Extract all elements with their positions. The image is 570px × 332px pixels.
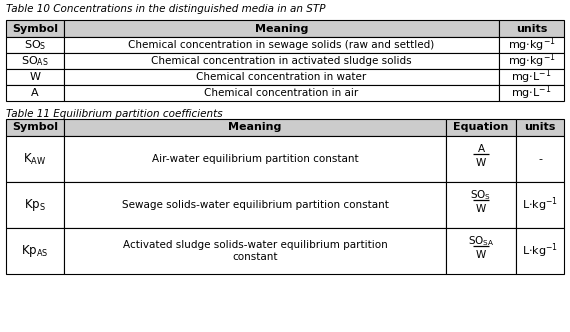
Bar	[6, 136, 64, 182]
Bar	[64, 228, 446, 274]
Bar	[446, 119, 516, 136]
Text: $\mathrm{L{\cdot}kg^{-1}}$: $\mathrm{L{\cdot}kg^{-1}}$	[522, 196, 558, 214]
Bar	[6, 119, 64, 136]
Bar	[516, 136, 564, 182]
Bar	[499, 53, 564, 69]
Bar	[6, 37, 64, 53]
Bar	[446, 228, 516, 274]
Text: W: W	[30, 72, 40, 82]
Text: A: A	[31, 88, 39, 98]
Bar	[6, 228, 64, 274]
Text: A: A	[478, 144, 484, 154]
Text: units: units	[516, 24, 547, 34]
Text: $\mathrm{Kp_{AS}}$: $\mathrm{Kp_{AS}}$	[21, 243, 49, 259]
Bar	[6, 53, 64, 69]
Bar	[64, 85, 499, 101]
Bar	[516, 228, 564, 274]
Text: -: -	[538, 154, 542, 164]
Text: $\mathrm{L{\cdot}kg^{-1}}$: $\mathrm{L{\cdot}kg^{-1}}$	[522, 242, 558, 260]
Text: $\mathrm{Kp_S}$: $\mathrm{Kp_S}$	[24, 197, 46, 213]
Text: W: W	[476, 250, 486, 260]
Text: Symbol: Symbol	[12, 123, 58, 132]
Bar	[6, 20, 64, 37]
Text: Symbol: Symbol	[12, 24, 58, 34]
Text: Chemical concentration in water: Chemical concentration in water	[197, 72, 367, 82]
Bar	[64, 136, 446, 182]
Bar	[516, 119, 564, 136]
Bar	[446, 136, 516, 182]
Text: $\mathrm{SO_S}$: $\mathrm{SO_S}$	[470, 189, 491, 203]
Bar	[64, 69, 499, 85]
Bar	[64, 182, 446, 228]
Bar	[64, 37, 499, 53]
Bar	[446, 182, 516, 228]
Text: $\mathrm{SO_{AS}}$: $\mathrm{SO_{AS}}$	[21, 54, 49, 68]
Bar	[499, 37, 564, 53]
Bar	[499, 20, 564, 37]
Bar	[64, 119, 446, 136]
Text: Equation: Equation	[453, 123, 508, 132]
Text: Chemical concentration in air: Chemical concentration in air	[205, 88, 359, 98]
Bar	[499, 85, 564, 101]
Text: Chemical concentration in sewage solids (raw and settled): Chemical concentration in sewage solids …	[128, 40, 435, 50]
Text: $\mathrm{mg{\cdot}kg^{-1}}$: $\mathrm{mg{\cdot}kg^{-1}}$	[508, 36, 555, 54]
Bar	[64, 53, 499, 69]
Text: $\mathrm{mg{\cdot}L^{-1}}$: $\mathrm{mg{\cdot}L^{-1}}$	[511, 84, 552, 102]
Text: units: units	[524, 123, 556, 132]
Text: Chemical concentration in activated sludge solids: Chemical concentration in activated slud…	[151, 56, 412, 66]
Bar	[6, 69, 64, 85]
Text: Meaning: Meaning	[229, 123, 282, 132]
Text: W: W	[476, 204, 486, 214]
Bar	[64, 20, 499, 37]
Bar	[6, 182, 64, 228]
Text: Sewage solids-water equilibrium partition constant: Sewage solids-water equilibrium partitio…	[121, 200, 388, 210]
Text: $\mathrm{mg{\cdot}kg^{-1}}$: $\mathrm{mg{\cdot}kg^{-1}}$	[508, 52, 555, 70]
Text: Air-water equilibrium partition constant: Air-water equilibrium partition constant	[152, 154, 359, 164]
Bar	[6, 85, 64, 101]
Text: $\mathrm{SO_{SA}}$: $\mathrm{SO_{SA}}$	[468, 235, 494, 248]
Text: Table 10 Concentrations in the distinguished media in an STP: Table 10 Concentrations in the distingui…	[6, 4, 325, 14]
Text: Table 11 Equilibrium partition coefficients: Table 11 Equilibrium partition coefficie…	[6, 109, 223, 119]
Text: Meaning: Meaning	[255, 24, 308, 34]
Bar	[516, 182, 564, 228]
Bar	[499, 69, 564, 85]
Text: $\mathrm{mg{\cdot}L^{-1}}$: $\mathrm{mg{\cdot}L^{-1}}$	[511, 68, 552, 86]
Text: Activated sludge solids-water equilibrium partition
constant: Activated sludge solids-water equilibriu…	[123, 240, 388, 262]
Text: W: W	[476, 158, 486, 168]
Text: $\mathrm{K_{AW}}$: $\mathrm{K_{AW}}$	[23, 151, 47, 167]
Text: $\mathrm{SO_S}$: $\mathrm{SO_S}$	[24, 38, 46, 52]
